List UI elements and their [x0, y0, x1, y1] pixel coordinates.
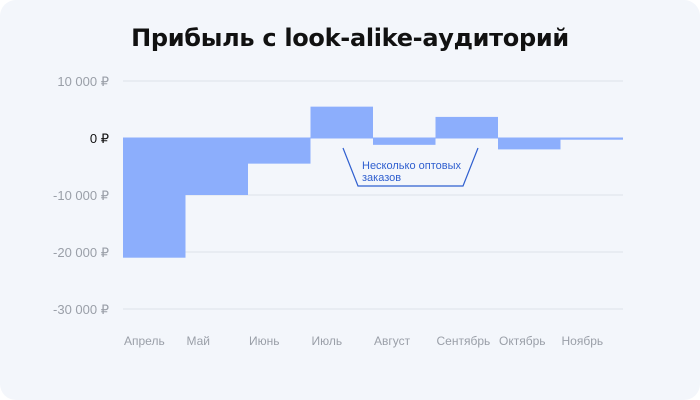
x-category-label: Июль [312, 334, 343, 348]
annotation-text: Несколько оптовых [362, 160, 461, 172]
bar [560, 138, 623, 140]
x-category-label: Ноябрь [562, 334, 604, 348]
bar [373, 138, 436, 145]
bar [310, 106, 373, 138]
annotation-bracket [342, 147, 479, 187]
bars [123, 106, 623, 258]
x-axis-categories: Апрель Май Июнь Июль Август Сентябрь Октябрь Но… [124, 334, 603, 348]
y-tick-label: 10 000 ₽ [57, 74, 109, 89]
x-category-label: Май [187, 334, 211, 348]
y-axis-ticks: 10 000 ₽ 0 ₽ -10 000 ₽ -20 000 ₽ -30 000 ₽ [53, 74, 109, 317]
bar [185, 138, 248, 195]
y-tick-label: 0 ₽ [90, 131, 109, 146]
bar [435, 116, 498, 138]
y-tick-label: -20 000 ₽ [53, 245, 109, 260]
y-tick-label: -10 000 ₽ [53, 188, 109, 203]
x-category-label: Апрель [124, 334, 165, 348]
bar [123, 138, 186, 258]
chart-title: Прибыль с look-alike-аудиторий [131, 24, 569, 52]
bar [248, 138, 311, 164]
annotation-text: заказов [362, 172, 401, 184]
bar [498, 138, 561, 150]
x-category-label: Сентябрь [437, 334, 491, 348]
x-category-label: Август [374, 334, 411, 348]
x-category-label: Октябрь [499, 334, 546, 348]
y-tick-label: -30 000 ₽ [53, 302, 109, 317]
x-category-label: Июнь [249, 334, 280, 348]
